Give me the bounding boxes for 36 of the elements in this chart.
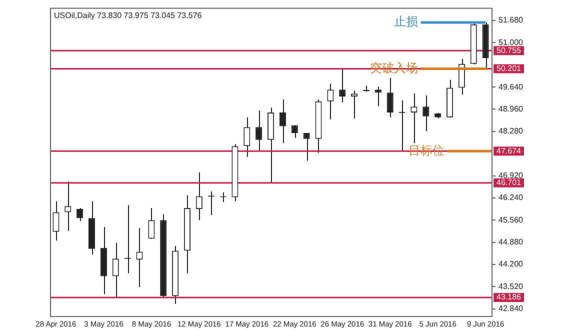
candlestick: [244, 116, 250, 158]
y-tick-label: 44.200: [498, 260, 524, 269]
y-tick-label: 44.880: [498, 237, 524, 246]
ref-line-label: 46.701: [496, 178, 522, 188]
y-tick-label: 45.560: [498, 215, 524, 224]
y-tick-label: 46.240: [498, 193, 524, 202]
y-tick-label: 48.960: [498, 104, 524, 114]
y-tick-label: 51.000: [498, 38, 524, 47]
candlestick: [303, 132, 310, 162]
candlestick: [136, 227, 143, 288]
y-tick-label: 46.920: [498, 170, 524, 180]
y-tick-label: 42.840: [498, 304, 524, 314]
candlestick: [279, 98, 286, 144]
candlestick: [148, 208, 155, 240]
ref-line-label: 50.755: [496, 46, 522, 55]
chart-title: USOil,Daily 73.830 73.975 73.045 73.576: [54, 11, 202, 20]
candlestick: [351, 90, 358, 119]
candlestick: [196, 172, 202, 221]
annotation: 止损: [394, 14, 418, 29]
y-tick-label: 51.680: [498, 16, 524, 25]
y-tick-label: 48.280: [498, 126, 524, 136]
y-tick-label: 43.520: [498, 282, 524, 291]
candlestick: [422, 95, 430, 132]
candlestick: [256, 110, 262, 152]
candlestick: [410, 93, 418, 144]
ref-line-label: 50.201: [496, 64, 522, 73]
candlestick: [374, 86, 382, 107]
y-tick-label: 49.640: [498, 82, 524, 92]
candlestick: [64, 181, 72, 232]
candlestick: [339, 68, 346, 103]
candlestick: [52, 200, 60, 242]
ref-line-label: 43.186: [496, 292, 522, 302]
candlestick: [112, 242, 119, 298]
candlestick: [386, 77, 394, 118]
ref-line-label: 47.674: [496, 146, 522, 156]
candlestick: [327, 83, 334, 120]
